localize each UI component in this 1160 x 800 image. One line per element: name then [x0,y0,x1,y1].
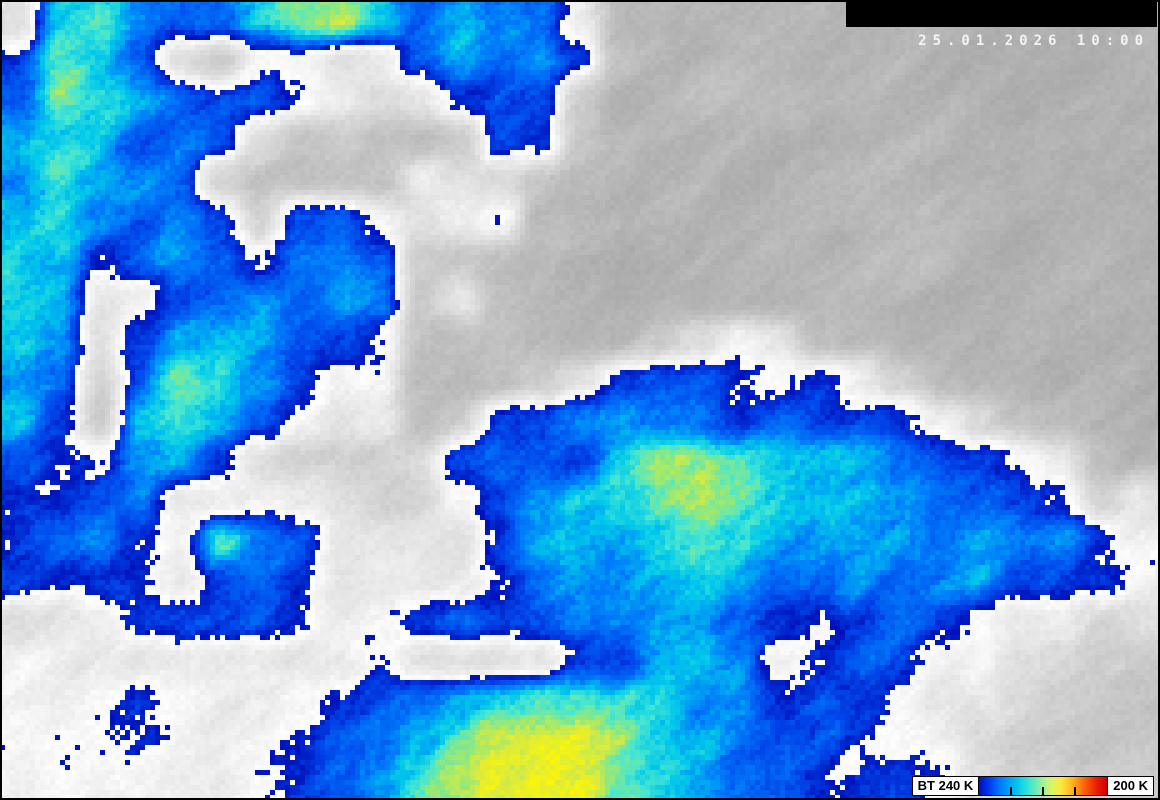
colorbar-max-label: 200 K [1107,776,1154,796]
colorbar-tick [1074,787,1077,795]
timestamp-text: 25.01.2026 10:00 [918,33,1149,49]
colorbar-legend: BT 240 K 200 K [911,776,1154,796]
colorbar-gradient-bar [978,776,1109,796]
colorbar-tick [1010,787,1013,795]
colorbar-tick [1042,787,1045,795]
colorbar-quantity-label: BT 240 K [911,776,980,796]
timestamp-overlay: 25.01.2026 10:00 [846,2,1157,49]
